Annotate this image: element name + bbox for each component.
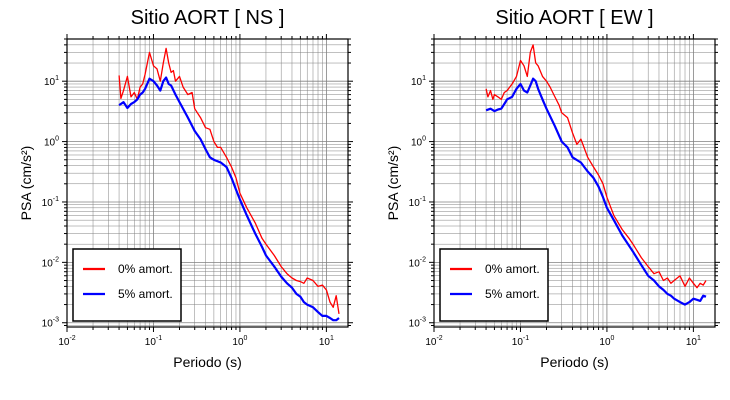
chart-panel-2: Sitio AORT [ EW ]10-2 10-1 100 10110-310-21…: [385, 7, 720, 370]
chart-title: Sitio AORT [ NS ]: [131, 7, 285, 29]
series-group: [118, 47, 340, 322]
x-tick-exponent: 1: [697, 335, 701, 342]
plot-frame: [433, 38, 716, 328]
grid: [433, 38, 715, 327]
x-tick-label: 10-1: [512, 335, 529, 348]
y-tick-exponent: 0: [55, 136, 59, 143]
x-tick-label: 10-2: [425, 335, 442, 348]
y-tick-base: 10: [411, 77, 423, 88]
y-tick-exponent: -2: [53, 256, 59, 263]
x-tick-exponent: -2: [69, 335, 75, 342]
y-tick-label: 10-3: [409, 317, 426, 330]
y-tick-base: 10: [409, 319, 421, 330]
legend-label: 0% amort.: [118, 262, 173, 276]
tick-marks: [62, 34, 353, 332]
legend-box: [72, 248, 182, 322]
y-tick-base: 10: [42, 258, 54, 269]
legend-label: 5% amort.: [485, 287, 540, 301]
x-tick-base: 10: [425, 337, 437, 348]
legend-label: 5% amort.: [118, 287, 173, 301]
y-tick-label: 10-3: [42, 317, 59, 330]
series-line-damping-5: [485, 77, 707, 306]
y-tick-label: 10-1: [409, 196, 426, 209]
x-tick-base: 10: [319, 337, 331, 348]
y-tick-label: 100: [411, 136, 426, 149]
x-tick-label: 100: [232, 335, 247, 348]
y-tick-exponent: -3: [420, 317, 426, 324]
x-tick-base: 10: [599, 337, 611, 348]
y-tick-base: 10: [42, 319, 54, 330]
y-tick-label: 101: [44, 75, 59, 88]
series-group: [485, 44, 707, 306]
x-tick-label: 100: [599, 335, 614, 348]
x-tick-base: 10: [512, 337, 524, 348]
y-tick-label: 101: [411, 75, 426, 88]
x-tick-exponent: 0: [244, 335, 248, 342]
y-tick-exponent: -1: [420, 196, 426, 203]
legend: 0% amort. 5% amort.: [439, 248, 549, 322]
grid: [66, 38, 348, 327]
y-tick-base: 10: [409, 258, 421, 269]
x-tick-exponent: -1: [156, 335, 162, 342]
y-tick-exponent: -1: [53, 196, 59, 203]
x-tick-exponent: 1: [330, 335, 334, 342]
y-tick-base: 10: [42, 198, 54, 209]
x-tick-base: 10: [145, 337, 157, 348]
legend: 0% amort. 5% amort.: [72, 248, 182, 322]
series-line-damping-5: [118, 76, 340, 322]
x-tick-label: 10-2: [58, 335, 75, 348]
y-tick-label: 100: [44, 136, 59, 149]
series-line-damping-0: [485, 44, 707, 289]
y-axis-label: PSA (cm/s²): [18, 146, 34, 221]
tick-marks: [429, 34, 720, 332]
y-tick-label: 10-2: [42, 256, 59, 269]
y-tick-label: 10-2: [409, 256, 426, 269]
y-tick-exponent: -2: [420, 256, 426, 263]
y-tick-exponent: 1: [55, 75, 59, 82]
x-tick-base: 10: [686, 337, 698, 348]
x-tick-exponent: -2: [436, 335, 442, 342]
y-tick-exponent: 1: [422, 75, 426, 82]
x-axis-label: Periodo (s): [173, 354, 241, 370]
y-tick-label: 10-1: [42, 196, 59, 209]
legend-label: 0% amort.: [485, 262, 540, 276]
x-tick-base: 10: [58, 337, 70, 348]
x-tick-exponent: 0: [611, 335, 615, 342]
y-tick-exponent: -3: [53, 317, 59, 324]
x-tick-exponent: -1: [523, 335, 529, 342]
series-line-damping-0: [118, 47, 340, 314]
y-tick-base: 10: [409, 198, 421, 209]
x-tick-base: 10: [232, 337, 244, 348]
y-axis-label: PSA (cm/s²): [385, 146, 401, 221]
y-tick-base: 10: [44, 138, 56, 149]
plot-frame: [66, 38, 349, 328]
y-tick-base: 10: [44, 77, 56, 88]
legend-box: [439, 248, 549, 322]
chart-panel-1: Sitio AORT [ NS ]10-2 10-1 100 10110-310-21…: [18, 7, 353, 370]
x-tick-label: 10-1: [145, 335, 162, 348]
x-axis-label: Periodo (s): [540, 354, 608, 370]
y-tick-exponent: 0: [422, 136, 426, 143]
chart-title: Sitio AORT [ EW ]: [495, 7, 653, 29]
y-tick-base: 10: [411, 138, 423, 149]
x-tick-label: 101: [686, 335, 701, 348]
x-tick-label: 101: [319, 335, 334, 348]
